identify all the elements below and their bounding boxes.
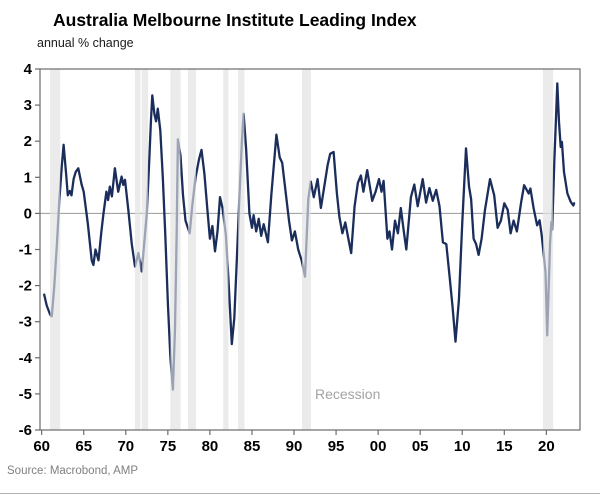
recession-band-overlay <box>238 69 245 430</box>
x-axis-label: 65 <box>75 438 92 455</box>
recession-annotation: Recession <box>315 386 381 402</box>
x-axis-label: 60 <box>33 438 50 455</box>
bottom-divider <box>0 493 600 494</box>
x-axis-label: 05 <box>412 438 429 455</box>
x-axis-label: 70 <box>117 438 134 455</box>
y-axis-label: -6 <box>19 422 32 439</box>
x-axis-label: 75 <box>160 438 177 455</box>
x-axis-label: 20 <box>538 438 555 455</box>
y-axis-label: -2 <box>19 278 32 295</box>
y-axis-label: -3 <box>19 314 32 331</box>
chart-subtitle: annual % change <box>37 36 134 50</box>
y-axis-label: 1 <box>24 169 32 186</box>
recession-band-overlay <box>141 69 149 430</box>
y-axis-label: -5 <box>19 386 32 403</box>
recession-band-overlay <box>170 69 181 430</box>
recession-band-overlay <box>302 69 311 430</box>
recession-band-overlay <box>135 69 141 430</box>
recession-band-overlay <box>542 69 554 430</box>
x-axis-label: 80 <box>202 438 219 455</box>
recession-band-overlay <box>50 69 61 430</box>
y-axis-label: 4 <box>24 61 33 78</box>
y-axis-label: 2 <box>24 133 32 150</box>
y-axis-label: 0 <box>24 205 32 222</box>
source-note: Source: Macrobond, AMP <box>7 465 139 477</box>
recession-band-overlay <box>223 69 229 430</box>
y-axis-label: -4 <box>19 350 33 367</box>
index-line <box>43 82 576 391</box>
y-axis-label: 3 <box>24 97 32 114</box>
y-axis-label: -1 <box>19 242 32 259</box>
x-axis-label: 95 <box>328 438 345 455</box>
recession-band-overlay <box>188 69 197 430</box>
x-axis-label: 85 <box>244 438 261 455</box>
chart-title: Australia Melbourne Institute Leading In… <box>53 10 417 30</box>
x-axis-label: 90 <box>286 438 303 455</box>
x-axis-label: 15 <box>496 438 513 455</box>
x-axis-label: 00 <box>370 438 387 455</box>
x-axis-label: 10 <box>454 438 471 455</box>
